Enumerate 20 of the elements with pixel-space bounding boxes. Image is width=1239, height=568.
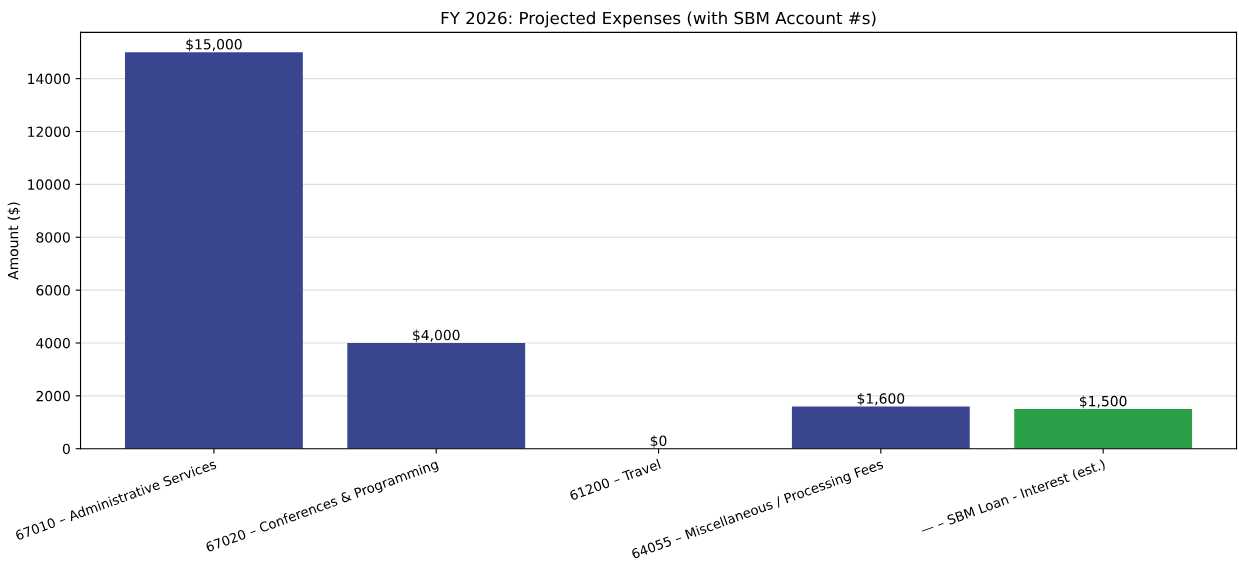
- y-axis-title: Amount ($): [7, 202, 21, 280]
- bar: [347, 342, 526, 449]
- x-tick-label: 61200 – Travel: [569, 458, 661, 501]
- data-label: $0: [650, 435, 667, 448]
- bar: [791, 406, 970, 449]
- y-tick-label: 8000: [36, 232, 70, 243]
- data-label: $4,000: [413, 329, 460, 343]
- y-tick-label: 0: [62, 443, 70, 455]
- y-tick-label: 2000: [36, 390, 70, 402]
- chart-title: FY 2026: Projected Expenses (with SBM Account #s): [441, 11, 876, 28]
- data-label: $1,500: [1079, 395, 1127, 409]
- y-tick-label: 12000: [28, 126, 70, 137]
- y-tick-label: 10000: [28, 179, 70, 190]
- bar: [125, 52, 303, 449]
- y-tick-label: 14000: [28, 73, 70, 85]
- data-label: $15,000: [186, 38, 242, 52]
- data-label: $1,600: [857, 392, 905, 406]
- y-tick-label: 6000: [36, 285, 70, 296]
- bar: [1014, 409, 1193, 449]
- y-tick-label: 4000: [36, 337, 70, 349]
